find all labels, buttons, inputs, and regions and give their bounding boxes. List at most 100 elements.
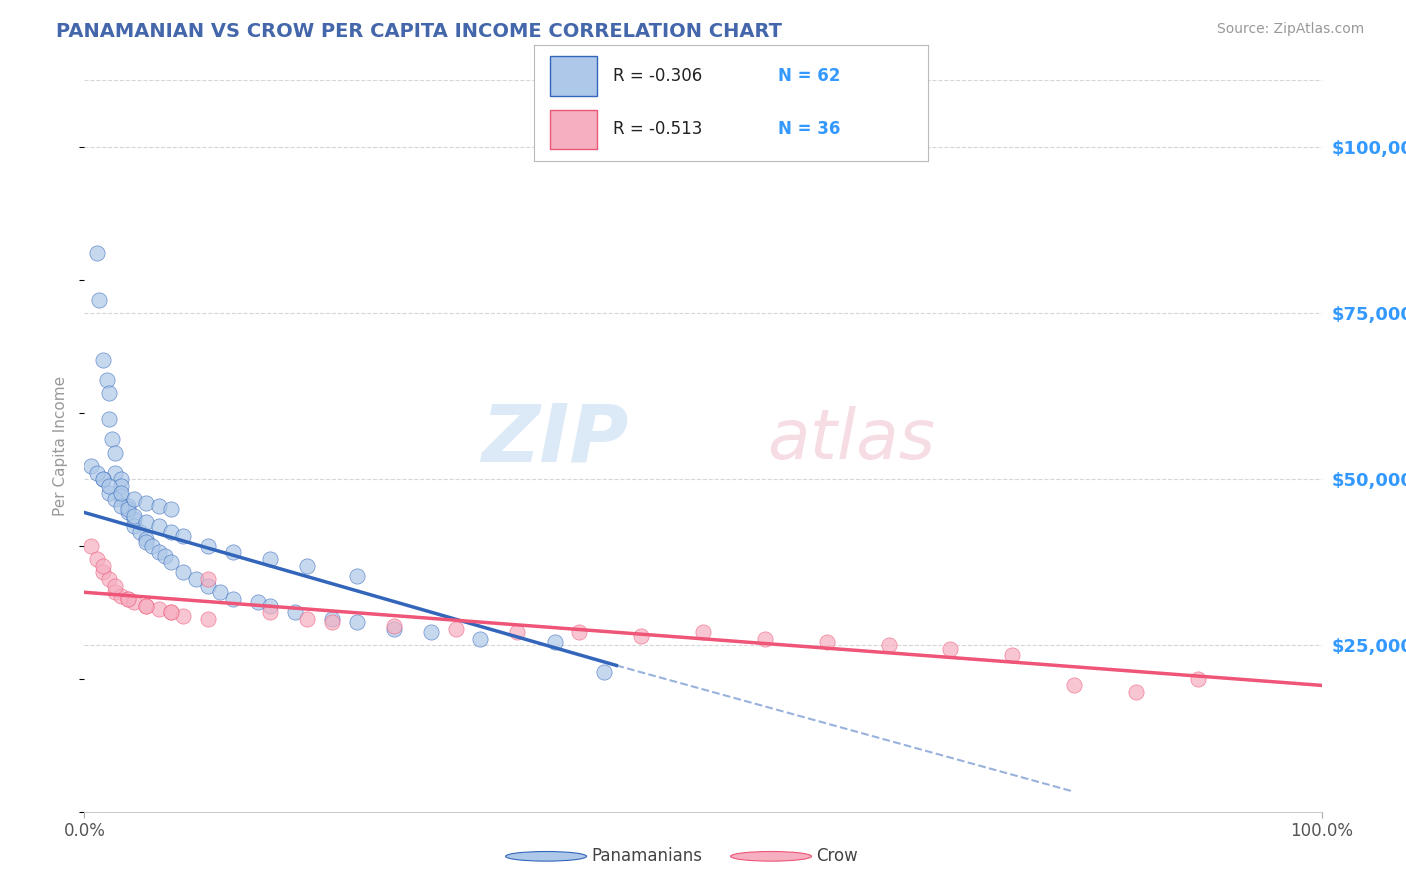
Point	[135, 599, 157, 613]
Point	[172, 566, 194, 580]
Point	[1001, 648, 1024, 663]
Point	[209, 585, 232, 599]
Point	[1063, 678, 1085, 692]
Point	[295, 558, 318, 573]
Point	[91, 472, 114, 486]
Point	[295, 612, 318, 626]
Text: Crow: Crow	[815, 847, 858, 865]
Point	[346, 568, 368, 582]
Point	[1187, 672, 1209, 686]
Point	[117, 591, 139, 606]
Text: Panamanians: Panamanians	[591, 847, 702, 865]
Point	[110, 479, 132, 493]
Point	[184, 572, 207, 586]
Point	[79, 539, 101, 553]
Point	[110, 499, 132, 513]
Point	[246, 595, 269, 609]
Point	[122, 492, 145, 507]
Circle shape	[731, 852, 811, 861]
Circle shape	[506, 852, 586, 861]
Point	[135, 532, 157, 546]
Point	[135, 495, 157, 509]
Point	[79, 458, 101, 473]
Point	[153, 549, 176, 563]
Point	[129, 525, 152, 540]
Point	[104, 445, 127, 459]
Point	[148, 518, 170, 533]
Point	[135, 599, 157, 613]
Point	[346, 615, 368, 630]
Point	[104, 466, 127, 480]
Point	[141, 539, 163, 553]
Point	[91, 352, 114, 367]
Point	[160, 525, 183, 540]
Point	[470, 632, 492, 646]
Point	[321, 612, 343, 626]
Point	[172, 608, 194, 623]
Point	[110, 472, 132, 486]
Point	[197, 572, 219, 586]
Point	[117, 502, 139, 516]
Point	[135, 516, 157, 530]
Point	[104, 585, 127, 599]
Point	[98, 385, 121, 400]
Point	[630, 628, 652, 642]
Point	[259, 605, 281, 619]
Point	[568, 625, 591, 640]
Point	[122, 512, 145, 526]
Point	[419, 625, 441, 640]
Point	[104, 579, 127, 593]
Point	[110, 489, 132, 503]
Point	[98, 412, 121, 426]
Text: ZIP: ZIP	[481, 401, 628, 478]
Text: Source: ZipAtlas.com: Source: ZipAtlas.com	[1216, 22, 1364, 37]
Point	[444, 622, 467, 636]
Point	[815, 635, 838, 649]
Point	[86, 552, 108, 566]
Point	[222, 545, 245, 559]
Text: atlas: atlas	[768, 406, 935, 473]
Point	[100, 433, 122, 447]
Point	[117, 591, 139, 606]
Point	[110, 485, 132, 500]
Point	[86, 246, 108, 260]
Point	[160, 605, 183, 619]
Point	[148, 545, 170, 559]
Point	[122, 595, 145, 609]
Point	[122, 518, 145, 533]
Point	[86, 466, 108, 480]
Text: N = 36: N = 36	[779, 120, 841, 138]
Y-axis label: Per Capita Income: Per Capita Income	[53, 376, 69, 516]
Point	[877, 639, 900, 653]
Point	[197, 579, 219, 593]
Point	[259, 599, 281, 613]
Point	[110, 589, 132, 603]
Point	[98, 485, 121, 500]
Point	[222, 591, 245, 606]
Text: R = -0.513: R = -0.513	[613, 120, 703, 138]
Point	[506, 625, 529, 640]
Text: PANAMANIAN VS CROW PER CAPITA INCOME CORRELATION CHART: PANAMANIAN VS CROW PER CAPITA INCOME COR…	[56, 22, 782, 41]
Point	[135, 535, 157, 549]
Point	[98, 572, 121, 586]
Point	[172, 529, 194, 543]
Point	[259, 552, 281, 566]
Point	[96, 372, 118, 386]
Point	[692, 625, 714, 640]
Point	[91, 472, 114, 486]
Point	[148, 499, 170, 513]
Point	[543, 635, 565, 649]
Point	[117, 499, 139, 513]
Point	[939, 641, 962, 656]
Point	[104, 492, 127, 507]
Point	[754, 632, 776, 646]
Point	[197, 539, 219, 553]
Point	[593, 665, 616, 679]
Point	[122, 508, 145, 523]
FancyBboxPatch shape	[550, 56, 598, 95]
Text: N = 62: N = 62	[779, 67, 841, 85]
Point	[91, 566, 114, 580]
Point	[160, 555, 183, 569]
Point	[91, 558, 114, 573]
Text: R = -0.306: R = -0.306	[613, 67, 702, 85]
